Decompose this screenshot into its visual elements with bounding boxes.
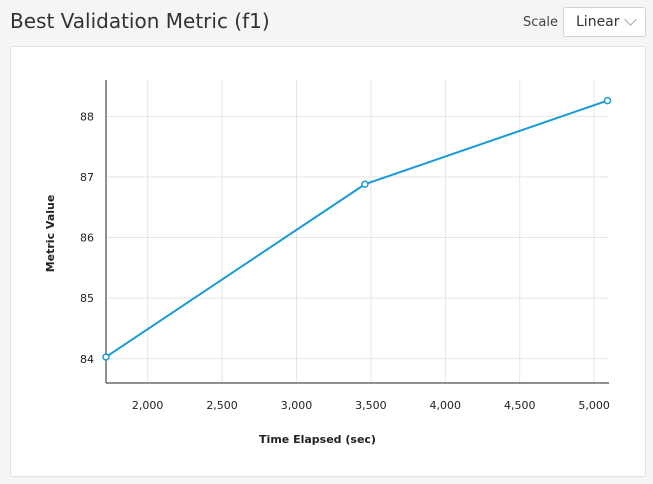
y-tick-label: 88 [80,110,94,123]
x-tick-label: 3,500 [355,399,387,412]
y-tick-label: 87 [80,171,94,184]
line-chart: 2,000 2,500 3,000 3,500 4,000 4,500 5,000 84 85… [44,80,612,446]
scale-selected-value: Linear [576,14,620,30]
y-tick-label: 84 [80,353,94,366]
y-tick-labels: 84 85 86 87 88 [80,110,94,365]
chart-title: Best Validation Metric (f1) [10,9,270,33]
chart-panel: 2,000 2,500 3,000 3,500 4,000 4,500 5,000 84 85… [10,46,646,477]
data-point[interactable] [603,96,612,105]
x-tick-label: 4,500 [504,399,536,412]
x-tick-label: 5,000 [578,399,610,412]
x-tick-label: 2,500 [206,399,238,412]
scale-dropdown[interactable]: Linear [563,7,646,37]
x-tick-label: 3,000 [281,399,313,412]
x-tick-labels: 2,000 2,500 3,000 3,500 4,000 4,500 5,000 [132,399,610,412]
x-tick-label: 4,000 [430,399,462,412]
axes [105,80,609,384]
x-tick-label: 2,000 [132,399,164,412]
data-point[interactable] [361,180,369,188]
data-point[interactable] [102,353,110,361]
y-tick-label: 86 [80,232,94,245]
y-tick-label: 85 [80,292,94,305]
scale-label: Scale [523,15,558,30]
series-group [102,96,612,361]
series-line [105,99,608,358]
y-axis-label: Metric Value [44,195,57,273]
x-axis-label: Time Elapsed (sec) [259,433,376,446]
chevron-down-icon [624,13,637,26]
